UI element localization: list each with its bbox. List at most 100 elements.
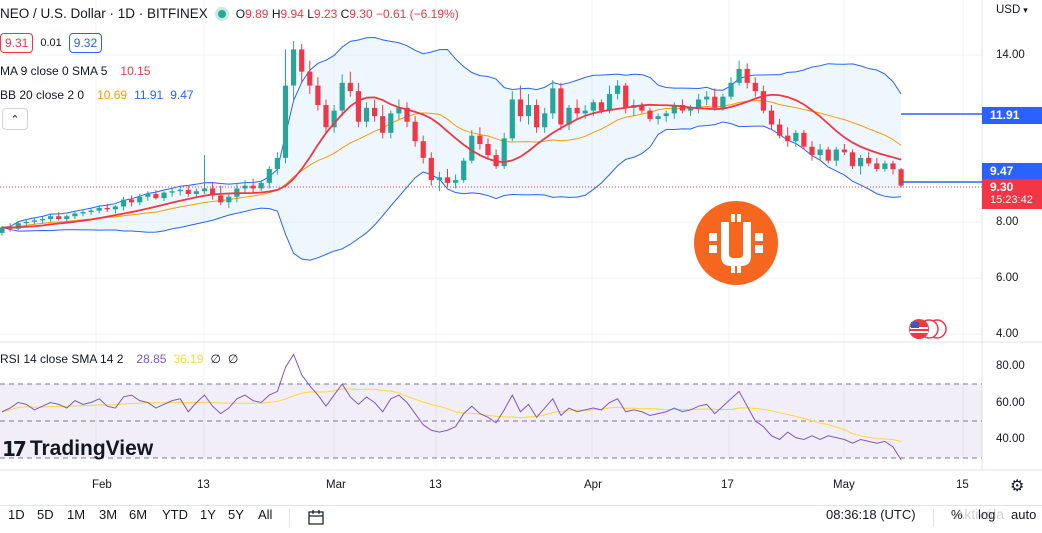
candle-body: [890, 163, 896, 170]
candle-body: [31, 220, 37, 222]
candlesticks: [0, 41, 904, 236]
price-tick: 6.00: [996, 272, 1019, 284]
candle-body: [331, 110, 337, 128]
candle-body: [315, 85, 321, 106]
bb-lower-price-tag: 9.47: [982, 163, 1042, 180]
last-price-value: 9.30: [990, 180, 1014, 194]
calendar-goto-icon[interactable]: [307, 509, 325, 527]
sell-price-button[interactable]: 9.31: [0, 33, 34, 53]
symbol-title[interactable]: NEO / U.S. Dollar · 1D · BITFINEX: [0, 6, 208, 21]
candle-body: [833, 149, 839, 161]
candle-body: [161, 192, 167, 199]
range-button-ytd[interactable]: YTD: [162, 507, 188, 522]
bb-lower-line: [1, 121, 902, 261]
candle-body: [404, 107, 410, 122]
candle-body: [793, 132, 799, 142]
time-tick: 13: [197, 479, 210, 491]
candle-body: [299, 49, 305, 72]
range-button-all[interactable]: All: [258, 507, 273, 522]
candle-body: [671, 105, 677, 114]
candle-body: [72, 213, 78, 217]
ohlc-values: O9.89 H9.94 L9.23 C9.30 −0.61 (−6.19%): [235, 6, 459, 21]
candle-body: [23, 221, 29, 224]
range-button-3m[interactable]: 3M: [99, 507, 118, 522]
rsi-pane: [0, 353, 982, 461]
ma-value: 10.15: [120, 64, 151, 78]
candle-body: [663, 113, 669, 117]
ma-label: MA 9 close 0 SMA 5: [0, 64, 108, 78]
candle-body: [590, 102, 596, 111]
candle-body: [777, 124, 783, 136]
range-button-5d[interactable]: 5D: [37, 507, 54, 522]
candle-body: [420, 141, 426, 158]
candle-body: [104, 207, 110, 210]
candle-body: [704, 96, 710, 100]
candle-body: [291, 49, 297, 86]
candle-body: [509, 99, 515, 139]
candle-body: [363, 107, 370, 122]
us-flag-icon[interactable]: [907, 318, 949, 340]
candle-body: [169, 191, 175, 193]
tradingview-mark-icon: 17: [2, 437, 27, 461]
utc-clock[interactable]: 08:36:18 (UTC): [826, 507, 916, 522]
candle-body: [639, 105, 645, 111]
candle-body: [347, 82, 353, 92]
bb-upper-price-tag: 11.91: [982, 107, 1042, 124]
candle-body: [201, 188, 208, 192]
price-tick: 14.00: [996, 49, 1025, 61]
range-button-5y[interactable]: 5Y: [228, 507, 244, 522]
rsi-extra-1: ∅: [210, 352, 221, 366]
range-button-1m[interactable]: 1M: [67, 507, 86, 522]
rsi-extra-2: ∅: [227, 352, 239, 366]
settings-gear-icon[interactable]: ⚙: [1010, 478, 1025, 495]
spread-value: 0.01: [40, 37, 62, 49]
candle-body: [388, 113, 394, 133]
candle-body: [485, 143, 491, 156]
candle-body: [282, 85, 289, 158]
candle-body: [598, 102, 604, 111]
chevron-down-icon: ▾: [1023, 4, 1028, 15]
candle-body: [0, 227, 5, 233]
bb-legend[interactable]: BB 20 close 2 0 10.69 11.91 9.47: [0, 88, 194, 102]
price-change: −0.61 (−6.19%): [375, 6, 459, 21]
candle-body: [48, 216, 54, 220]
rsi-legend[interactable]: RSI 14 close SMA 14 2 28.85 36.19 ∅ ∅: [0, 352, 238, 366]
candle-body: [355, 91, 361, 122]
rsi-value: 28.85: [136, 352, 167, 366]
candle-body: [396, 107, 402, 114]
currency-selector[interactable]: USD ▾: [996, 4, 1028, 16]
candle-body: [712, 96, 718, 108]
candle-body: [841, 149, 847, 153]
candle-body: [760, 91, 766, 111]
candle-body: [574, 107, 580, 114]
ma-legend[interactable]: MA 9 close 0 SMA 5 10.15: [0, 64, 150, 78]
candle-body: [687, 107, 694, 111]
range-button-6m[interactable]: 6M: [129, 507, 148, 522]
candle-body: [428, 157, 434, 181]
time-tick: Feb: [92, 479, 112, 491]
candle-body: [849, 152, 856, 167]
price-lines: [0, 113, 982, 188]
range-button-1y[interactable]: 1Y: [200, 507, 216, 522]
candle-body: [226, 196, 232, 203]
bb-upper-line: [1, 36, 902, 228]
candle-body: [39, 219, 46, 221]
candle-body: [817, 149, 823, 156]
bid-ask-row: 9.31 0.01 9.32: [0, 33, 103, 53]
candle-body: [64, 216, 70, 220]
percent-scale-toggle[interactable]: %: [951, 507, 963, 522]
candle-body: [550, 88, 556, 114]
collapse-legend-button[interactable]: ⌃: [2, 108, 28, 130]
candle-body: [477, 135, 483, 144]
buy-price-button[interactable]: 9.32: [68, 33, 103, 53]
auto-scale-toggle[interactable]: auto: [1011, 507, 1037, 522]
candle-body: [436, 177, 442, 181]
market-status-icon: [217, 9, 226, 18]
range-button-1d[interactable]: 1D: [8, 507, 25, 522]
candle-body: [323, 105, 329, 128]
log-scale-toggle[interactable]: log: [978, 507, 996, 522]
ma-line: [1, 93, 902, 229]
candle-body: [177, 189, 183, 192]
candle-countdown: 15:23:42: [990, 194, 1033, 206]
